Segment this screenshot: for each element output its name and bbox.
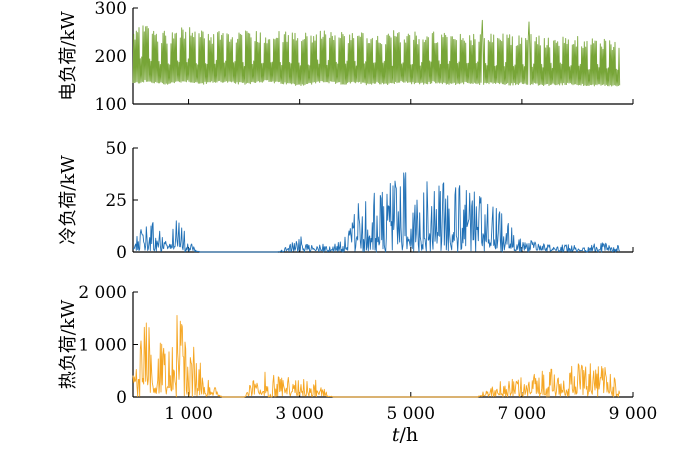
y-tick-label: 200 bbox=[95, 47, 127, 67]
x-tick-label: 7 000 bbox=[498, 404, 547, 424]
y-tick-label: 2 000 bbox=[78, 283, 127, 303]
y-axis-label: 热负荷/kW bbox=[58, 299, 79, 389]
x-tick-label: 3 000 bbox=[275, 404, 324, 424]
y-tick-label: 100 bbox=[95, 95, 127, 115]
x-tick-label: 1 000 bbox=[164, 404, 213, 424]
y-tick-label: 25 bbox=[105, 191, 127, 211]
y-tick-label: 0 bbox=[116, 388, 127, 408]
series-line-electric bbox=[132, 19, 621, 87]
series-line-cooling bbox=[132, 172, 620, 253]
y-tick-label: 50 bbox=[105, 139, 127, 159]
x-axis-label-var: t bbox=[392, 424, 400, 446]
series-line-heating bbox=[132, 314, 621, 398]
x-tick-label: 5 000 bbox=[386, 404, 435, 424]
y-axis-label: 冷负荷/kW bbox=[58, 155, 79, 245]
y-axis-label: 电负荷/kW bbox=[58, 11, 79, 101]
x-axis-label: t/h bbox=[392, 424, 418, 446]
y-tick-label: 300 bbox=[95, 0, 127, 19]
y-tick-label: 1 000 bbox=[78, 336, 127, 356]
x-axis-label-unit: /h bbox=[400, 424, 419, 446]
x-tick-label: 9 000 bbox=[609, 404, 658, 424]
y-tick-label: 0 bbox=[116, 243, 127, 263]
